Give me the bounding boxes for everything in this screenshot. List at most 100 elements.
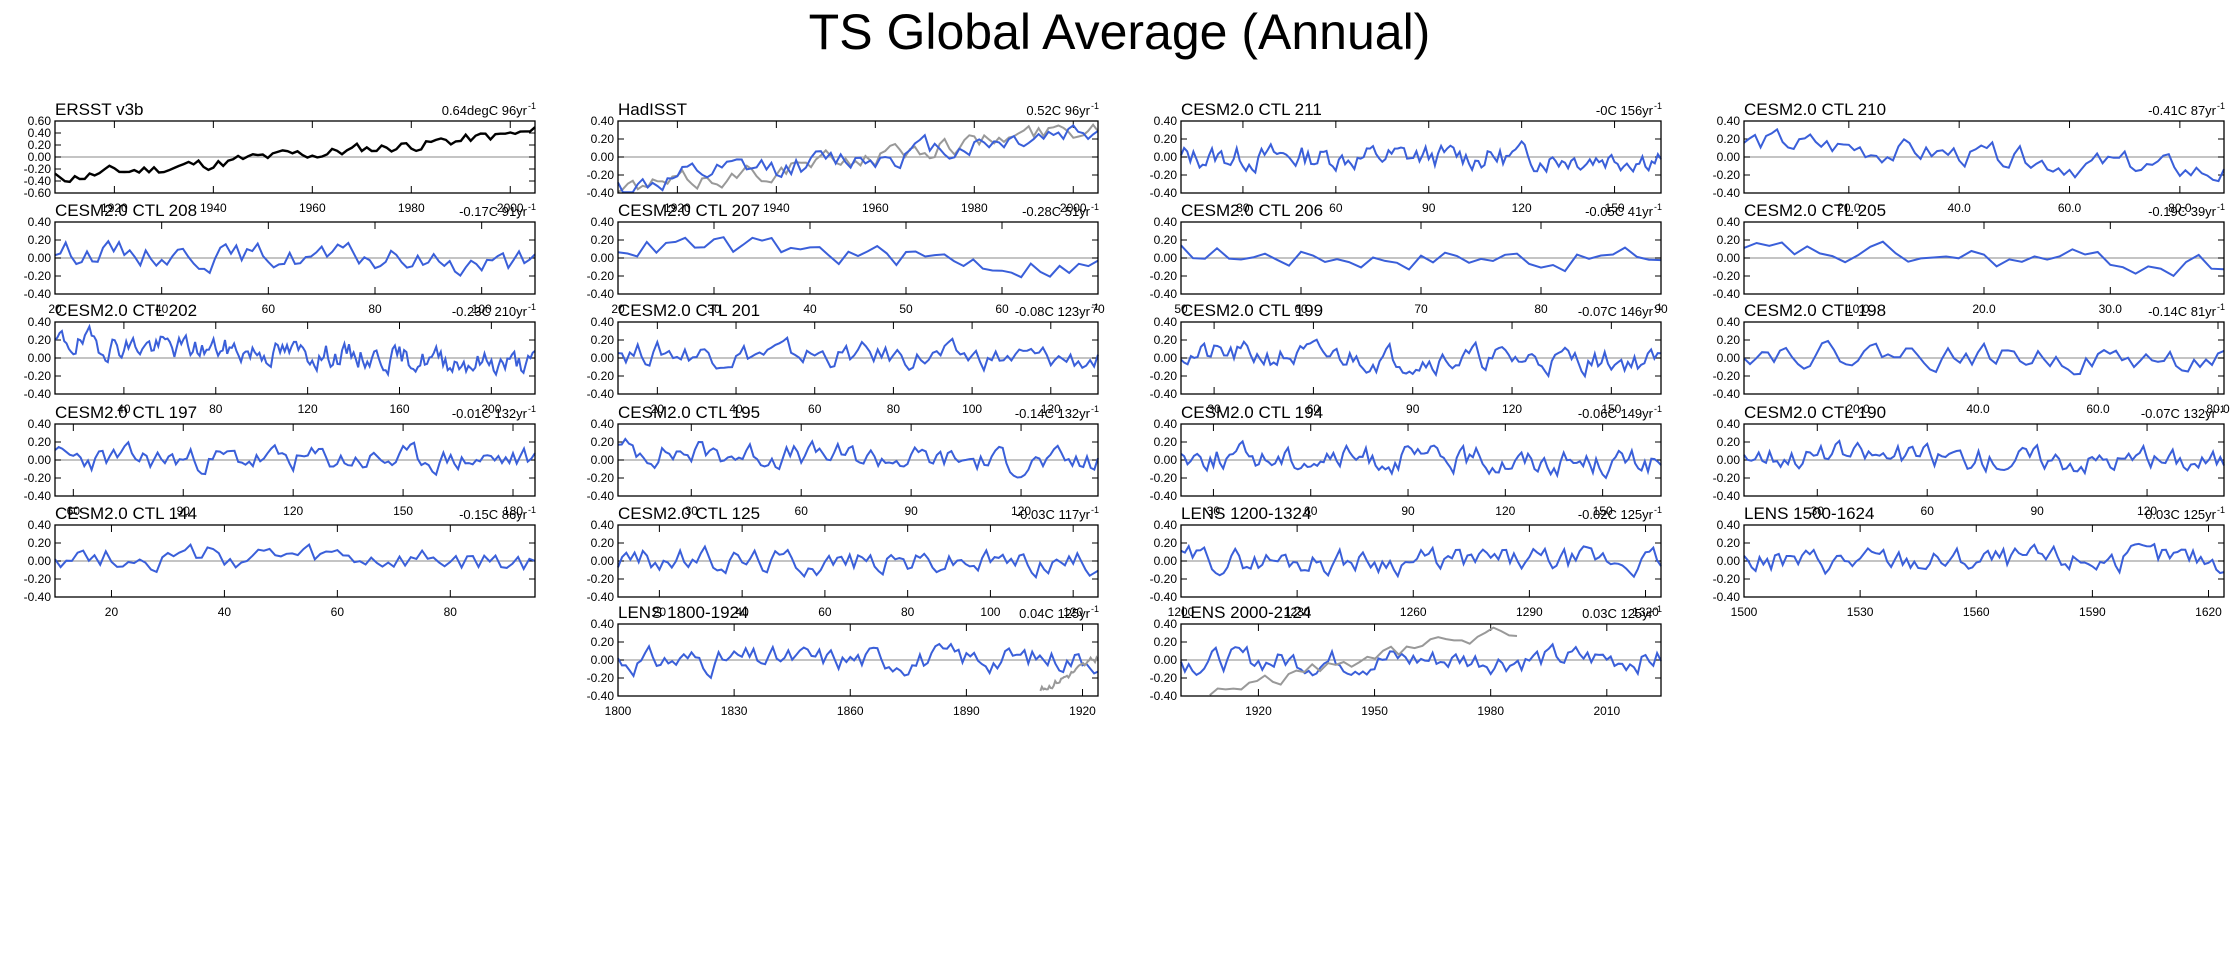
plot-frame [1743, 524, 2225, 598]
x-tick-label: 100 [962, 402, 982, 416]
model-series-line [1743, 127, 2225, 183]
x-tick-label: 1980 [1477, 704, 1504, 718]
panel-5: CESM2.0 CTL 208 -0.17C 91yr -10.400.200.00… [24, 201, 536, 316]
y-tick-label: 0.00 [591, 453, 615, 467]
y-tick-label: 0.00 [1717, 150, 1741, 164]
x-tick-label: 1500 [1731, 605, 1758, 619]
y-tick-label: 0.40 [1717, 417, 1741, 431]
y-tick-label: -0.40 [24, 387, 52, 401]
x-tick-label: 20.0 [1837, 201, 1861, 215]
trend-label: -0.05C 41yr [1585, 204, 1654, 219]
x-tick-label: 2000 [1060, 201, 1087, 215]
panel-1: ERSST v3b 0.64degC 96yr -10.600.400.200.00… [24, 100, 536, 215]
y-tick-label: -0.20 [1150, 671, 1178, 685]
plot-frame [54, 321, 536, 395]
y-tick-label: 0.00 [591, 653, 615, 667]
y-tick-label: 0.40 [1154, 617, 1178, 631]
x-tick-label: 1960 [299, 201, 326, 215]
trend-exponent: -1 [2217, 101, 2225, 111]
panel-17: CESM2.0 CTL 144 -0.15C 86yr -1 0.40 0.20 0.00… [24, 504, 536, 619]
trend-label: -0.02C 125yr [1578, 507, 1654, 522]
trend-exponent: -1 [1091, 505, 1099, 515]
trend-exponent: -1 [1654, 505, 1662, 515]
trend-exponent: -1 [2217, 302, 2225, 312]
trend-exponent: -1 [1091, 202, 1099, 212]
model-series-line [54, 440, 536, 477]
trend-label: -0.07C 132yr [2141, 406, 2217, 421]
x-tick-label: 60 [1329, 201, 1343, 215]
panel-10: CESM2.0 CTL 201 -0.08C 123yr -10.400.200.0… [587, 301, 1099, 416]
panel-2: HadISST 0.52C 96yr -10.400.200.00-0.20-0.4… [587, 100, 1099, 215]
x-tick-label: 2010 [1593, 704, 1620, 718]
x-tick-label: 90 [177, 504, 191, 518]
panel-title: CESM2.0 CTL 207 [618, 201, 760, 220]
trend-label: 0.03C 125yr [1582, 606, 1653, 621]
x-tick-label: 150 [1605, 201, 1625, 215]
x-tick-label: 100 [472, 302, 492, 316]
y-tick-label: -0.20 [587, 471, 615, 485]
x-tick-label: 60 [331, 605, 345, 619]
panel-title: CESM2.0 CTL 199 [1181, 301, 1323, 320]
obs-overlay-line [617, 123, 1099, 194]
panel-title: LENS 1500-1624 [1744, 504, 1874, 523]
y-tick-label: -0.40 [24, 174, 52, 188]
x-tick-label: 30 [1207, 402, 1221, 416]
x-tick-label: 40.0 [1966, 402, 1990, 416]
y-tick-label: 0.00 [591, 351, 615, 365]
model-series-line [617, 124, 1099, 194]
x-tick-label: 150 [1601, 402, 1621, 416]
y-tick-label: -0.20 [587, 269, 615, 283]
y-tick-label: 0.00 [28, 150, 52, 164]
x-tick-label: 60 [262, 302, 276, 316]
trend-exponent: -1 [528, 101, 536, 111]
plot-frame [54, 120, 536, 194]
x-tick-label: 1960 [862, 201, 889, 215]
panel-14: CESM2.0 CTL 195 -0.14C 132yr -10.400.200.0… [587, 403, 1099, 518]
x-tick-label: 60 [1921, 504, 1935, 518]
trend-exponent: -1 [1654, 604, 1662, 614]
x-tick-label: 30 [1811, 504, 1825, 518]
x-tick-label: 60 [1304, 504, 1318, 518]
y-tick-label: 0.20 [1717, 233, 1741, 247]
obs-overlay-line [1209, 626, 1518, 696]
y-tick-label: 0.00 [1154, 150, 1178, 164]
x-tick-label: 120 [2137, 504, 2157, 518]
panel-6: CESM2.0 CTL 207 -0.28C 51yr -10.400.200.00… [587, 201, 1105, 316]
x-tick-label: 20 [653, 605, 667, 619]
y-tick-label: 0.00 [1717, 554, 1741, 568]
x-tick-label: 90 [1406, 402, 1420, 416]
plot-frame [617, 524, 1099, 598]
panel-title: HadISST [618, 100, 687, 119]
y-tick-label: 0.40 [591, 417, 615, 431]
y-tick-label: -0.40 [1150, 590, 1178, 604]
y-tick-label: -0.40 [1713, 489, 1741, 503]
y-tick-label: -0.40 [1150, 489, 1178, 503]
y-tick-label: 0.40 [1154, 215, 1178, 229]
panel-title: CESM2.0 CTL 190 [1744, 403, 1886, 422]
y-tick-label: 0.00 [1717, 453, 1741, 467]
panel-title: CESM2.0 CTL 194 [1181, 403, 1323, 422]
y-tick-label: -0.20 [1150, 471, 1178, 485]
panel-title: ERSST v3b [55, 100, 144, 119]
y-tick-label: 0.20 [28, 435, 52, 449]
y-tick-label: -0.20 [1150, 168, 1178, 182]
y-tick-label: 0.60 [28, 114, 52, 128]
panel-title: CESM2.0 CTL 197 [55, 403, 197, 422]
x-tick-label: 1980 [961, 201, 988, 215]
y-tick-label: 0.20 [1717, 132, 1741, 146]
x-tick-label: 1920 [1245, 704, 1272, 718]
y-tick-label: -0.40 [1713, 186, 1741, 200]
trend-label: -0.41C 87yr [2148, 103, 2217, 118]
y-tick-label: 0.20 [1717, 536, 1741, 550]
x-tick-label: 1920 [101, 201, 128, 215]
y-tick-label: 0.40 [28, 215, 52, 229]
y-tick-label: 0.40 [28, 417, 52, 431]
y-tick-label: 0.20 [591, 233, 615, 247]
x-tick-label: 1920 [664, 201, 691, 215]
y-tick-label: -0.40 [1150, 387, 1178, 401]
x-tick-label: 20 [651, 402, 665, 416]
x-tick-label: 60 [808, 402, 822, 416]
x-tick-label: 40 [729, 402, 743, 416]
y-tick-label: -0.40 [587, 186, 615, 200]
